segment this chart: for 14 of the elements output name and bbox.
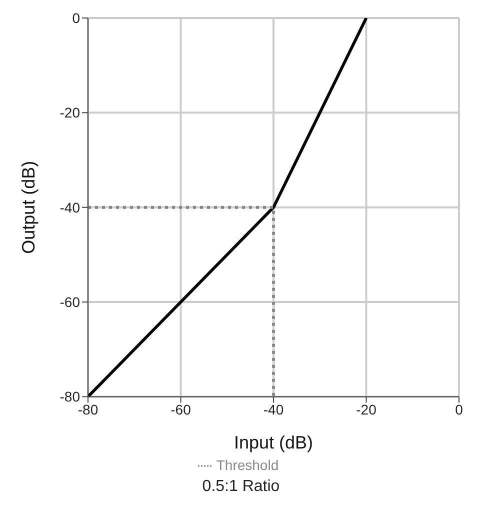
text: 0.5:1 Ratio <box>201 478 281 496</box>
y-axis-title: Output (dB) <box>18 160 38 254</box>
x-tick-label: 0 <box>455 402 464 418</box>
y-tick-label: -60 <box>60 294 80 310</box>
y-tick-label: -20 <box>60 104 80 121</box>
x-axis-title: Input (dB) <box>234 432 314 453</box>
y-tick-label: 0 <box>72 10 80 26</box>
y-tick-label: -80 <box>60 388 80 405</box>
x-tick-label: -80 <box>78 402 98 418</box>
legend-label: Threshold <box>216 456 279 473</box>
y-tick-label: -40 <box>60 199 80 216</box>
x-tick-label: -40 <box>263 402 284 418</box>
x-tick-label: -20 <box>356 402 377 418</box>
x-tick-label: -60 <box>170 402 192 418</box>
